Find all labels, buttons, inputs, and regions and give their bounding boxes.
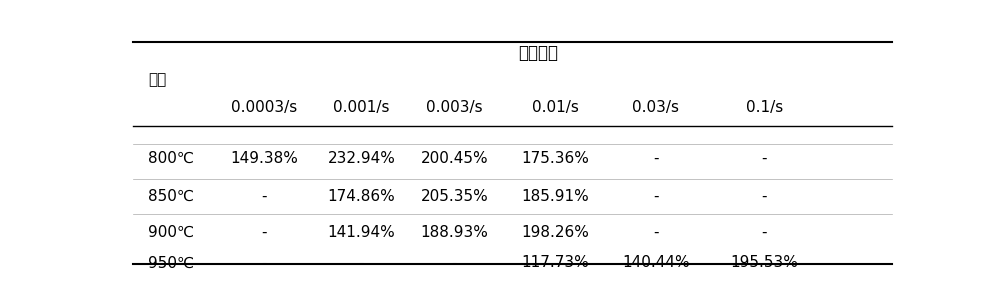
Text: 900℃: 900℃	[148, 225, 194, 240]
Text: 195.53%: 195.53%	[730, 255, 798, 271]
Text: 0.03/s: 0.03/s	[632, 100, 679, 115]
Text: 0.001/s: 0.001/s	[333, 100, 390, 115]
Text: 117.73%: 117.73%	[521, 255, 589, 271]
Text: -: -	[262, 255, 267, 271]
Text: 200.45%: 200.45%	[421, 151, 488, 166]
Text: 950℃: 950℃	[148, 255, 194, 271]
Text: -: -	[262, 189, 267, 204]
Text: 0.01/s: 0.01/s	[532, 100, 579, 115]
Text: 850℃: 850℃	[148, 189, 194, 204]
Text: 205.35%: 205.35%	[420, 189, 488, 204]
Text: 175.36%: 175.36%	[521, 151, 589, 166]
Text: -: -	[653, 189, 659, 204]
Text: 149.38%: 149.38%	[231, 151, 298, 166]
Text: 温度: 温度	[148, 72, 166, 87]
Text: -: -	[762, 189, 767, 204]
Text: 174.86%: 174.86%	[328, 189, 395, 204]
Text: -: -	[359, 255, 364, 271]
Text: -: -	[653, 225, 659, 240]
Text: -: -	[762, 151, 767, 166]
Text: -: -	[452, 255, 457, 271]
Text: 232.94%: 232.94%	[327, 151, 395, 166]
Text: 应变速率: 应变速率	[518, 43, 558, 62]
Text: 198.26%: 198.26%	[521, 225, 589, 240]
Text: 0.003/s: 0.003/s	[426, 100, 483, 115]
Text: 0.1/s: 0.1/s	[746, 100, 783, 115]
Text: 140.44%: 140.44%	[622, 255, 690, 271]
Text: 185.91%: 185.91%	[521, 189, 589, 204]
Text: 188.93%: 188.93%	[420, 225, 488, 240]
Text: -: -	[762, 225, 767, 240]
Text: -: -	[653, 151, 659, 166]
Text: 800℃: 800℃	[148, 151, 194, 166]
Text: -: -	[262, 225, 267, 240]
Text: 141.94%: 141.94%	[328, 225, 395, 240]
Text: 0.0003/s: 0.0003/s	[231, 100, 298, 115]
